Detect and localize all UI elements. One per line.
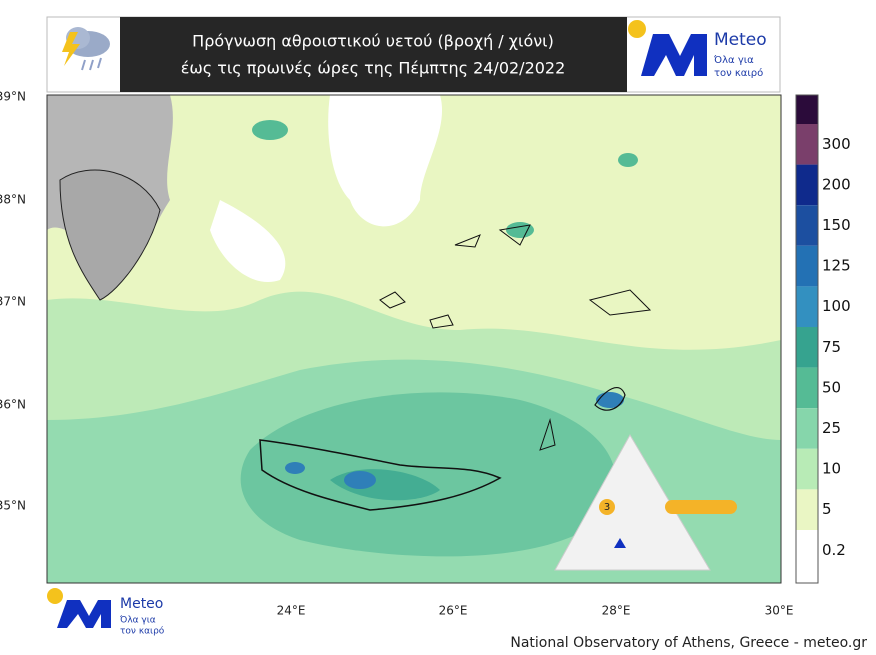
- logo-tagline: τον καιρό: [714, 67, 763, 79]
- logo-name: Meteo: [120, 596, 163, 612]
- colorbar-swatch: [796, 124, 818, 165]
- colorbar-swatch: [796, 205, 818, 246]
- colorbar-label: 75: [822, 338, 841, 356]
- lon-label: 30°E: [765, 604, 794, 618]
- warning-level: 3: [604, 502, 610, 513]
- colorbar-frame: [795, 94, 819, 584]
- weather-icon: [62, 27, 110, 71]
- colorbar-swatch: [796, 367, 818, 409]
- meteo-logo: [628, 20, 707, 76]
- logo-tagline: Όλα για: [119, 615, 156, 626]
- colorbar-label: 125: [822, 257, 851, 275]
- colorbar-label: 200: [822, 175, 851, 193]
- map: 3: [47, 95, 781, 583]
- colorbar-swatch: [796, 327, 818, 368]
- credit: National Observatory of Athens, Greece -…: [510, 635, 867, 651]
- title-line: έως τις πρωινές ώρες της Πέμπτης 24/02/2…: [181, 59, 566, 78]
- colorbar-label: 50: [822, 378, 841, 396]
- lat-label: 36°N: [0, 398, 26, 412]
- lon-label: 26°E: [439, 604, 468, 618]
- lat-label: 38°N: [0, 193, 26, 207]
- colorbar-label: 100: [822, 297, 851, 315]
- colorbar: 300 200 150 125 100 75 50 25 10 5 0.2: [795, 94, 851, 584]
- colorbar-swatch: [796, 245, 818, 287]
- lat-label: 39°N: [0, 90, 26, 104]
- map-frame: [46, 94, 782, 584]
- logo-tagline: Όλα για: [713, 54, 754, 66]
- axis-labels: 39°N 38°N 37°N 36°N 35°N 24°E 26°E 28°E …: [0, 90, 793, 618]
- colorbar-label: 10: [822, 460, 841, 478]
- colorbar-swatch: [796, 95, 818, 124]
- lon-label: 24°E: [277, 604, 306, 618]
- colorbar-swatch: [796, 530, 818, 583]
- colorbar-swatch: [796, 164, 818, 206]
- colorbar-swatch: [796, 286, 818, 327]
- lat-label: 35°N: [0, 499, 26, 513]
- meteo-logo: [47, 588, 111, 628]
- lon-label: 28°E: [602, 604, 631, 618]
- lat-label: 37°N: [0, 295, 26, 309]
- colorbar-label: 25: [822, 419, 841, 437]
- title-line: Πρόγνωση αθροιστικού υετού (βροχή / χιόν…: [192, 32, 554, 51]
- colorbar-label: 150: [822, 216, 851, 234]
- colorbar-label: 0.2: [822, 541, 846, 559]
- colorbar-swatch: [796, 448, 818, 490]
- colorbar-label: 5: [822, 500, 832, 518]
- logo-name: Meteo: [714, 30, 767, 50]
- logo-tagline: τον καιρό: [120, 626, 165, 637]
- colorbar-swatch: [796, 489, 818, 530]
- title-bar: [120, 17, 627, 92]
- colorbar-swatch: [796, 408, 818, 449]
- colorbar-label: 300: [822, 135, 851, 153]
